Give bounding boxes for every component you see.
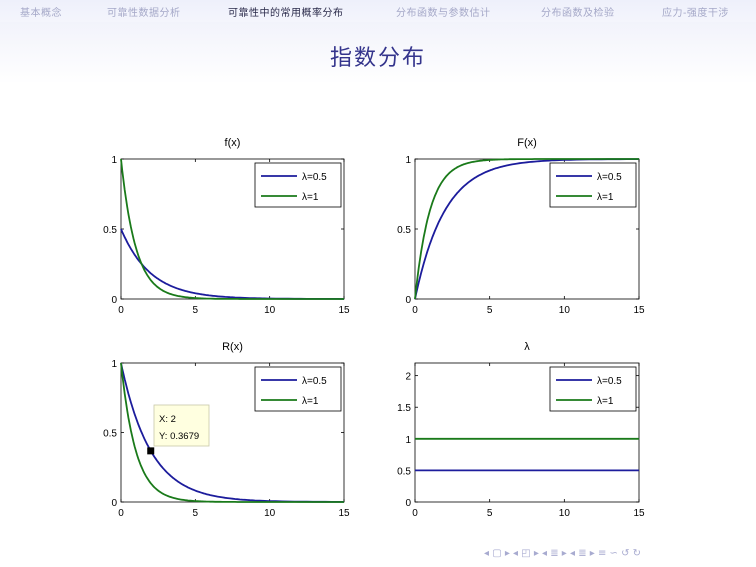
subplot-reliability: R(x) 0 5 10 15 0 0.5 1 X: 2 Y: 0.3679 λ=0.5 λ=1: [103, 341, 350, 519]
y-tick-label: 1: [405, 435, 411, 446]
nav-item-common-distributions[interactable]: 可靠性中的常用概率分布: [228, 8, 344, 19]
series-line-lambda-1: [120, 362, 344, 503]
x-tick-label: 15: [338, 305, 350, 316]
legend-entry-label: λ=1: [597, 192, 614, 203]
x-tick-label: 5: [193, 508, 199, 519]
x-tick-label: 10: [559, 305, 571, 316]
series-line-lambda-0-5: [120, 362, 344, 503]
x-tick-label: 15: [633, 305, 645, 316]
nav-item-distribution-testing[interactable]: 分布函数及检验: [541, 8, 615, 19]
x-tick-label: 5: [193, 305, 199, 316]
subplot-title: f(x): [225, 137, 241, 149]
nav-item-distribution-estimation[interactable]: 分布函数与参数估计: [396, 8, 491, 19]
datatip-marker: [147, 447, 155, 455]
legend-entry-label: λ=1: [597, 396, 614, 407]
y-tick-label: 1.5: [397, 403, 411, 414]
y-tick-label: 0: [405, 295, 411, 306]
nav-item-reliability-data-analysis[interactable]: 可靠性数据分析: [107, 8, 181, 19]
legend: λ=0.5 λ=1: [549, 162, 637, 208]
legend-box: [254, 162, 342, 208]
nav-item-stress-strength[interactable]: 应力-强度干涉: [662, 8, 729, 19]
legend: λ=0.5 λ=1: [254, 162, 342, 208]
legend-box: [254, 366, 342, 412]
navigation-bar: 基本概念 可靠性数据分析 可靠性中的常用概率分布 分布函数与参数估计 分布函数及…: [0, 0, 756, 22]
datatip-x-text: X: 2: [159, 414, 176, 425]
y-tick-label: 0.5: [397, 466, 411, 477]
y-tick-label: 1: [111, 359, 117, 370]
x-tick-label: 5: [487, 508, 493, 519]
legend-entry-label: λ=0.5: [302, 172, 327, 183]
subplot-title: F(x): [517, 137, 537, 149]
series-line-lambda-1: [414, 158, 639, 300]
legend-entry-label: λ=0.5: [597, 172, 622, 183]
datatip-y-text: Y: 0.3679: [159, 431, 199, 442]
x-tick-label: 15: [338, 508, 350, 519]
x-tick-label: 10: [264, 508, 276, 519]
legend-entry-label: λ=1: [302, 396, 319, 407]
y-tick-label: 0.5: [103, 225, 117, 236]
legend: λ=0.5 λ=1: [549, 366, 637, 412]
x-tick-label: 0: [118, 305, 124, 316]
slide-title: 指数分布: [329, 46, 426, 71]
x-tick-label: 0: [118, 508, 124, 519]
beamer-navigation-symbols[interactable]: ◂ ▢ ▸ ◂ ◰ ▸ ◂ ≣ ▸ ◂ ≣ ▸ ≡ ∽ ↺ ↻: [484, 548, 642, 559]
x-tick-label: 10: [559, 508, 571, 519]
legend-box: [549, 162, 637, 208]
y-tick-label: 0: [405, 498, 411, 509]
y-tick-label: 0: [111, 498, 117, 509]
nav-item-basic-concepts[interactable]: 基本概念: [20, 8, 62, 19]
title-band: [0, 22, 756, 84]
x-tick-label: 0: [412, 508, 418, 519]
legend-entry-label: λ=1: [302, 192, 319, 203]
subplot-pdf: f(x) 0 5 10 15 0 0.5 1 λ=0.5 λ=1: [103, 137, 350, 316]
y-tick-label: 0.5: [397, 225, 411, 236]
legend-entry-label: λ=0.5: [302, 376, 327, 387]
x-tick-label: 0: [412, 305, 418, 316]
subplot-rate: λ 0 5 10 15 0 0.5 1 1.5 2 λ=0.5 λ=1: [397, 341, 645, 519]
x-tick-label: 5: [487, 305, 493, 316]
x-tick-label: 15: [633, 508, 645, 519]
legend-box: [549, 366, 637, 412]
legend-entry-label: λ=0.5: [597, 376, 622, 387]
datatip-box: [153, 404, 210, 447]
subplot-title: R(x): [222, 341, 243, 353]
y-tick-label: 1: [111, 155, 117, 166]
y-tick-label: 0: [111, 295, 117, 306]
subplot-cdf: F(x) 0 5 10 15 0 0.5 1 λ=0.5 λ=1: [397, 137, 645, 316]
y-tick-label: 0.5: [103, 429, 117, 440]
legend: λ=0.5 λ=1: [254, 366, 342, 412]
subplot-title: λ: [524, 341, 530, 353]
series-line-lambda-1: [120, 158, 344, 300]
series-line-lambda-0-5: [414, 158, 639, 300]
y-tick-label: 1: [405, 155, 411, 166]
y-tick-label: 2: [405, 372, 411, 383]
x-tick-label: 10: [264, 305, 276, 316]
